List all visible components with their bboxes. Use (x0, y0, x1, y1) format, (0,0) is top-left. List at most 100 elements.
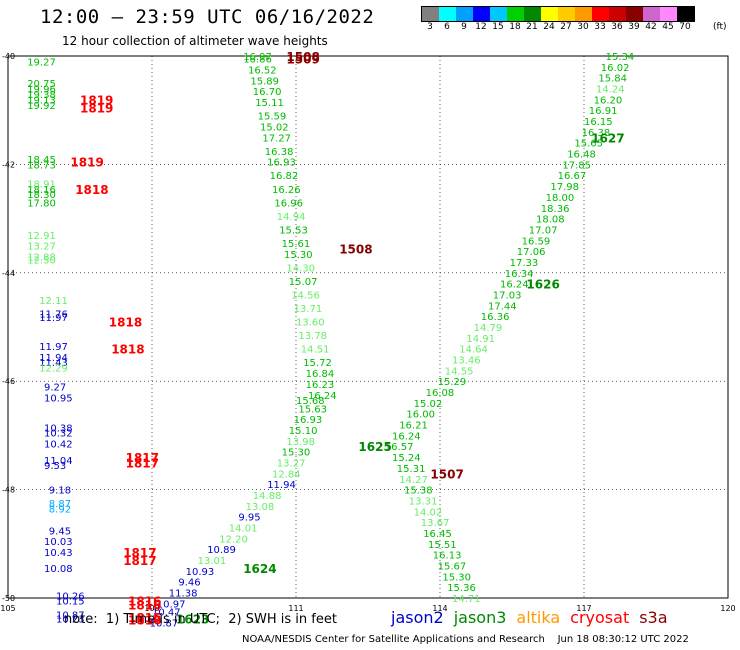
colorbar-tick-label: 6 (444, 22, 450, 32)
wave-height-value: 16.21 (399, 421, 428, 432)
wave-height-value: 10.97 (157, 599, 186, 610)
wave-height-value: 10.03 (44, 537, 73, 548)
wave-height-value: 16.38 (265, 147, 294, 158)
wave-height-value: 9.53 (44, 461, 66, 472)
wave-height-value: 15.30 (442, 572, 471, 583)
wave-height-value: 18.16 (27, 185, 56, 196)
wave-height-value: 8.87 (49, 499, 71, 510)
lon-tick-label: 105 (0, 604, 15, 613)
colorbar-tick-label: 24 (543, 22, 555, 32)
wave-height-value: 10.38 (44, 423, 73, 434)
wave-height-value: 14.88 (253, 491, 282, 502)
wave-height-value: 12.11 (39, 296, 68, 307)
wave-height-value: 16.93 (294, 415, 323, 426)
wave-height-value: 17.07 (529, 225, 558, 236)
wave-height-value: 13.60 (296, 318, 325, 329)
map-subtitle: 12 hour collection of altimeter wave hei… (62, 34, 328, 48)
lat-tick-label: -44 (2, 269, 15, 278)
wave-height-value: 13.98 (286, 437, 315, 448)
lon-tick-label: 117 (576, 604, 591, 613)
colorbar-tick-label: 18 (509, 22, 521, 32)
wave-height-value: 16.26 (272, 185, 301, 196)
wave-height-value: 16.96 (274, 198, 303, 209)
wave-height-value: 10.95 (44, 393, 73, 404)
wave-height-value: 15.34 (606, 52, 635, 63)
colorbar-swatch (541, 7, 558, 21)
colorbar-swatch (439, 7, 456, 21)
wave-height-value: 9.95 (238, 513, 260, 524)
wave-height-value: 15.07 (289, 277, 318, 288)
pass-number-label: 1625 (358, 440, 391, 454)
pass-number-label: 1817 (123, 554, 156, 568)
pass-number-label: 1818 (109, 316, 142, 330)
pass-number-label: 1818 (75, 183, 108, 197)
wave-height-value: 18.36 (541, 204, 570, 215)
pass-number-label: 1819 (80, 101, 113, 115)
wave-height-value: 15.84 (598, 74, 627, 85)
wave-height-value: 10.42 (44, 440, 73, 451)
wave-height-value: 17.06 (517, 247, 546, 258)
colorbar-swatch (507, 7, 524, 21)
wave-height-value: 17.85 (562, 160, 591, 171)
pass-number-label: 1817 (126, 457, 159, 471)
colorbar-tick-label: 36 (611, 22, 623, 32)
wave-height-value: 18.73 (27, 160, 56, 171)
colorbar-swatch (660, 7, 677, 21)
wave-height-value: 13.08 (246, 502, 275, 513)
wave-height-value: 18.45 (27, 155, 56, 166)
wave-height-value: 15.02 (414, 399, 443, 410)
wave-height-value: 9.18 (49, 486, 71, 497)
wave-height-value: 8.92 (49, 505, 71, 516)
lat-tick-label: -50 (2, 594, 15, 603)
wave-height-value: 10.87 (150, 618, 179, 629)
colorbar-swatch (592, 7, 609, 21)
wave-height-value: 16.59 (522, 236, 551, 247)
lat-tick-label: -42 (2, 160, 15, 169)
colorbar-labels: 3 6 9 12 15 18 21 24 27 30 33 36 39 42 45 70 (421, 22, 740, 34)
wave-height-value: 14.01 (229, 524, 258, 535)
wave-height-value: 15.59 (258, 112, 287, 123)
map-title: 12:00 — 23:59 UTC 06/16/2022 (40, 6, 375, 28)
colorbar-tick-label: 9 (461, 22, 467, 32)
wave-height-value: 12.91 (27, 231, 56, 242)
wave-height-value: 11.97 (39, 313, 68, 324)
colorbar-tick-label: 15 (492, 22, 504, 32)
wave-height-value: 16.38 (582, 128, 611, 139)
colorbar-tick-label: 27 (560, 22, 572, 32)
wave-height-value: 15.61 (282, 239, 311, 250)
colorbar-tick-label: 42 (645, 22, 657, 32)
wave-height-value: 15.11 (255, 98, 284, 109)
wave-height-value: 16.45 (423, 529, 452, 540)
wave-height-value: 15.31 (397, 464, 426, 475)
wave-height-value: 18.08 (536, 215, 565, 226)
colorbar-tick-label: 70 (679, 22, 691, 32)
legend-altika: altika (516, 608, 561, 627)
wave-height-value: 19.13 (27, 95, 56, 106)
wave-height-value: 15.65 (574, 139, 603, 150)
wave-height-value: 9.46 (178, 578, 200, 589)
wave-height-colorbar (421, 6, 695, 22)
wave-height-value: 11.38 (169, 589, 198, 600)
pass-number-label: 1815 (128, 611, 161, 625)
wave-height-value: 12.84 (272, 469, 301, 480)
wave-height-value: 16.67 (558, 171, 587, 182)
wave-height-value: 18.00 (546, 193, 575, 204)
wave-height-value: 15.30 (284, 250, 313, 261)
wave-height-value: 9.27 (44, 383, 66, 394)
wave-height-value: 15.63 (298, 404, 327, 415)
wave-height-value: 10.93 (186, 567, 215, 578)
wave-height-value: 17.44 (488, 301, 517, 312)
wave-height-value: 13.71 (294, 304, 323, 315)
wave-height-value: 16.13 (433, 551, 462, 562)
satellite-legend: jason2 jason3 altika cryosat s3a (391, 608, 678, 627)
wave-height-value: 13.01 (198, 556, 227, 567)
wave-height-value: 14.91 (466, 334, 495, 345)
wave-height-value: 16.91 (589, 106, 618, 117)
wave-height-value: 11.94 (39, 353, 68, 364)
colorbar-tick-label: 12 (475, 22, 487, 32)
wave-height-value: 10.89 (207, 545, 236, 556)
wave-height-value: 16.70 (253, 87, 282, 98)
legend-cryosat: cryosat (570, 608, 630, 627)
